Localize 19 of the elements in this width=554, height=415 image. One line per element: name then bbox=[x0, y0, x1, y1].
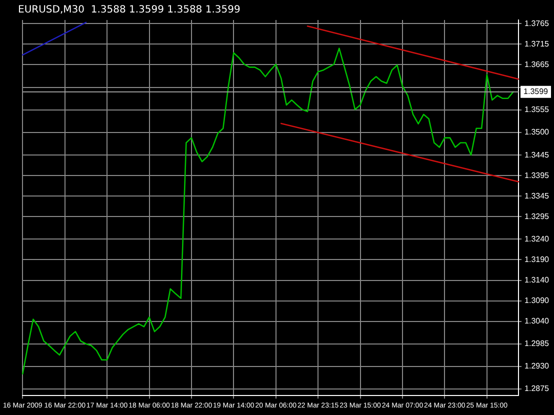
y-tick-label: 1.3240 bbox=[524, 234, 550, 244]
y-tick-label: 1.3500 bbox=[524, 128, 550, 137]
y-tick-label: 1.3040 bbox=[524, 316, 550, 326]
y-tick-label: 1.3555 bbox=[524, 105, 550, 114]
chart-title: EURUSD,M30 1.3588 1.3599 1.3588 1.3599 bbox=[18, 4, 240, 16]
y-tick-label: 1.3140 bbox=[524, 275, 550, 284]
y-tick-label: 1.2985 bbox=[524, 339, 550, 348]
y-tick-label: 1.3665 bbox=[524, 60, 550, 69]
y-tick-label: 1.3190 bbox=[524, 254, 550, 264]
y-tick-label: 1.3090 bbox=[524, 296, 550, 305]
y-tick-label: 1.3765 bbox=[524, 18, 550, 28]
y-tick-label: 1.2875 bbox=[524, 384, 550, 394]
y-tick-label: 1.2930 bbox=[524, 362, 550, 371]
y-tick-label: 1.3715 bbox=[524, 39, 550, 48]
ref-line-label: 1.3599 bbox=[524, 87, 549, 96]
y-tick-label: 1.3395 bbox=[524, 170, 550, 180]
y-tick-label: 1.3345 bbox=[524, 191, 550, 200]
y-tick-label: 1.3445 bbox=[524, 150, 550, 160]
y-tick-label: 1.3295 bbox=[524, 212, 550, 221]
